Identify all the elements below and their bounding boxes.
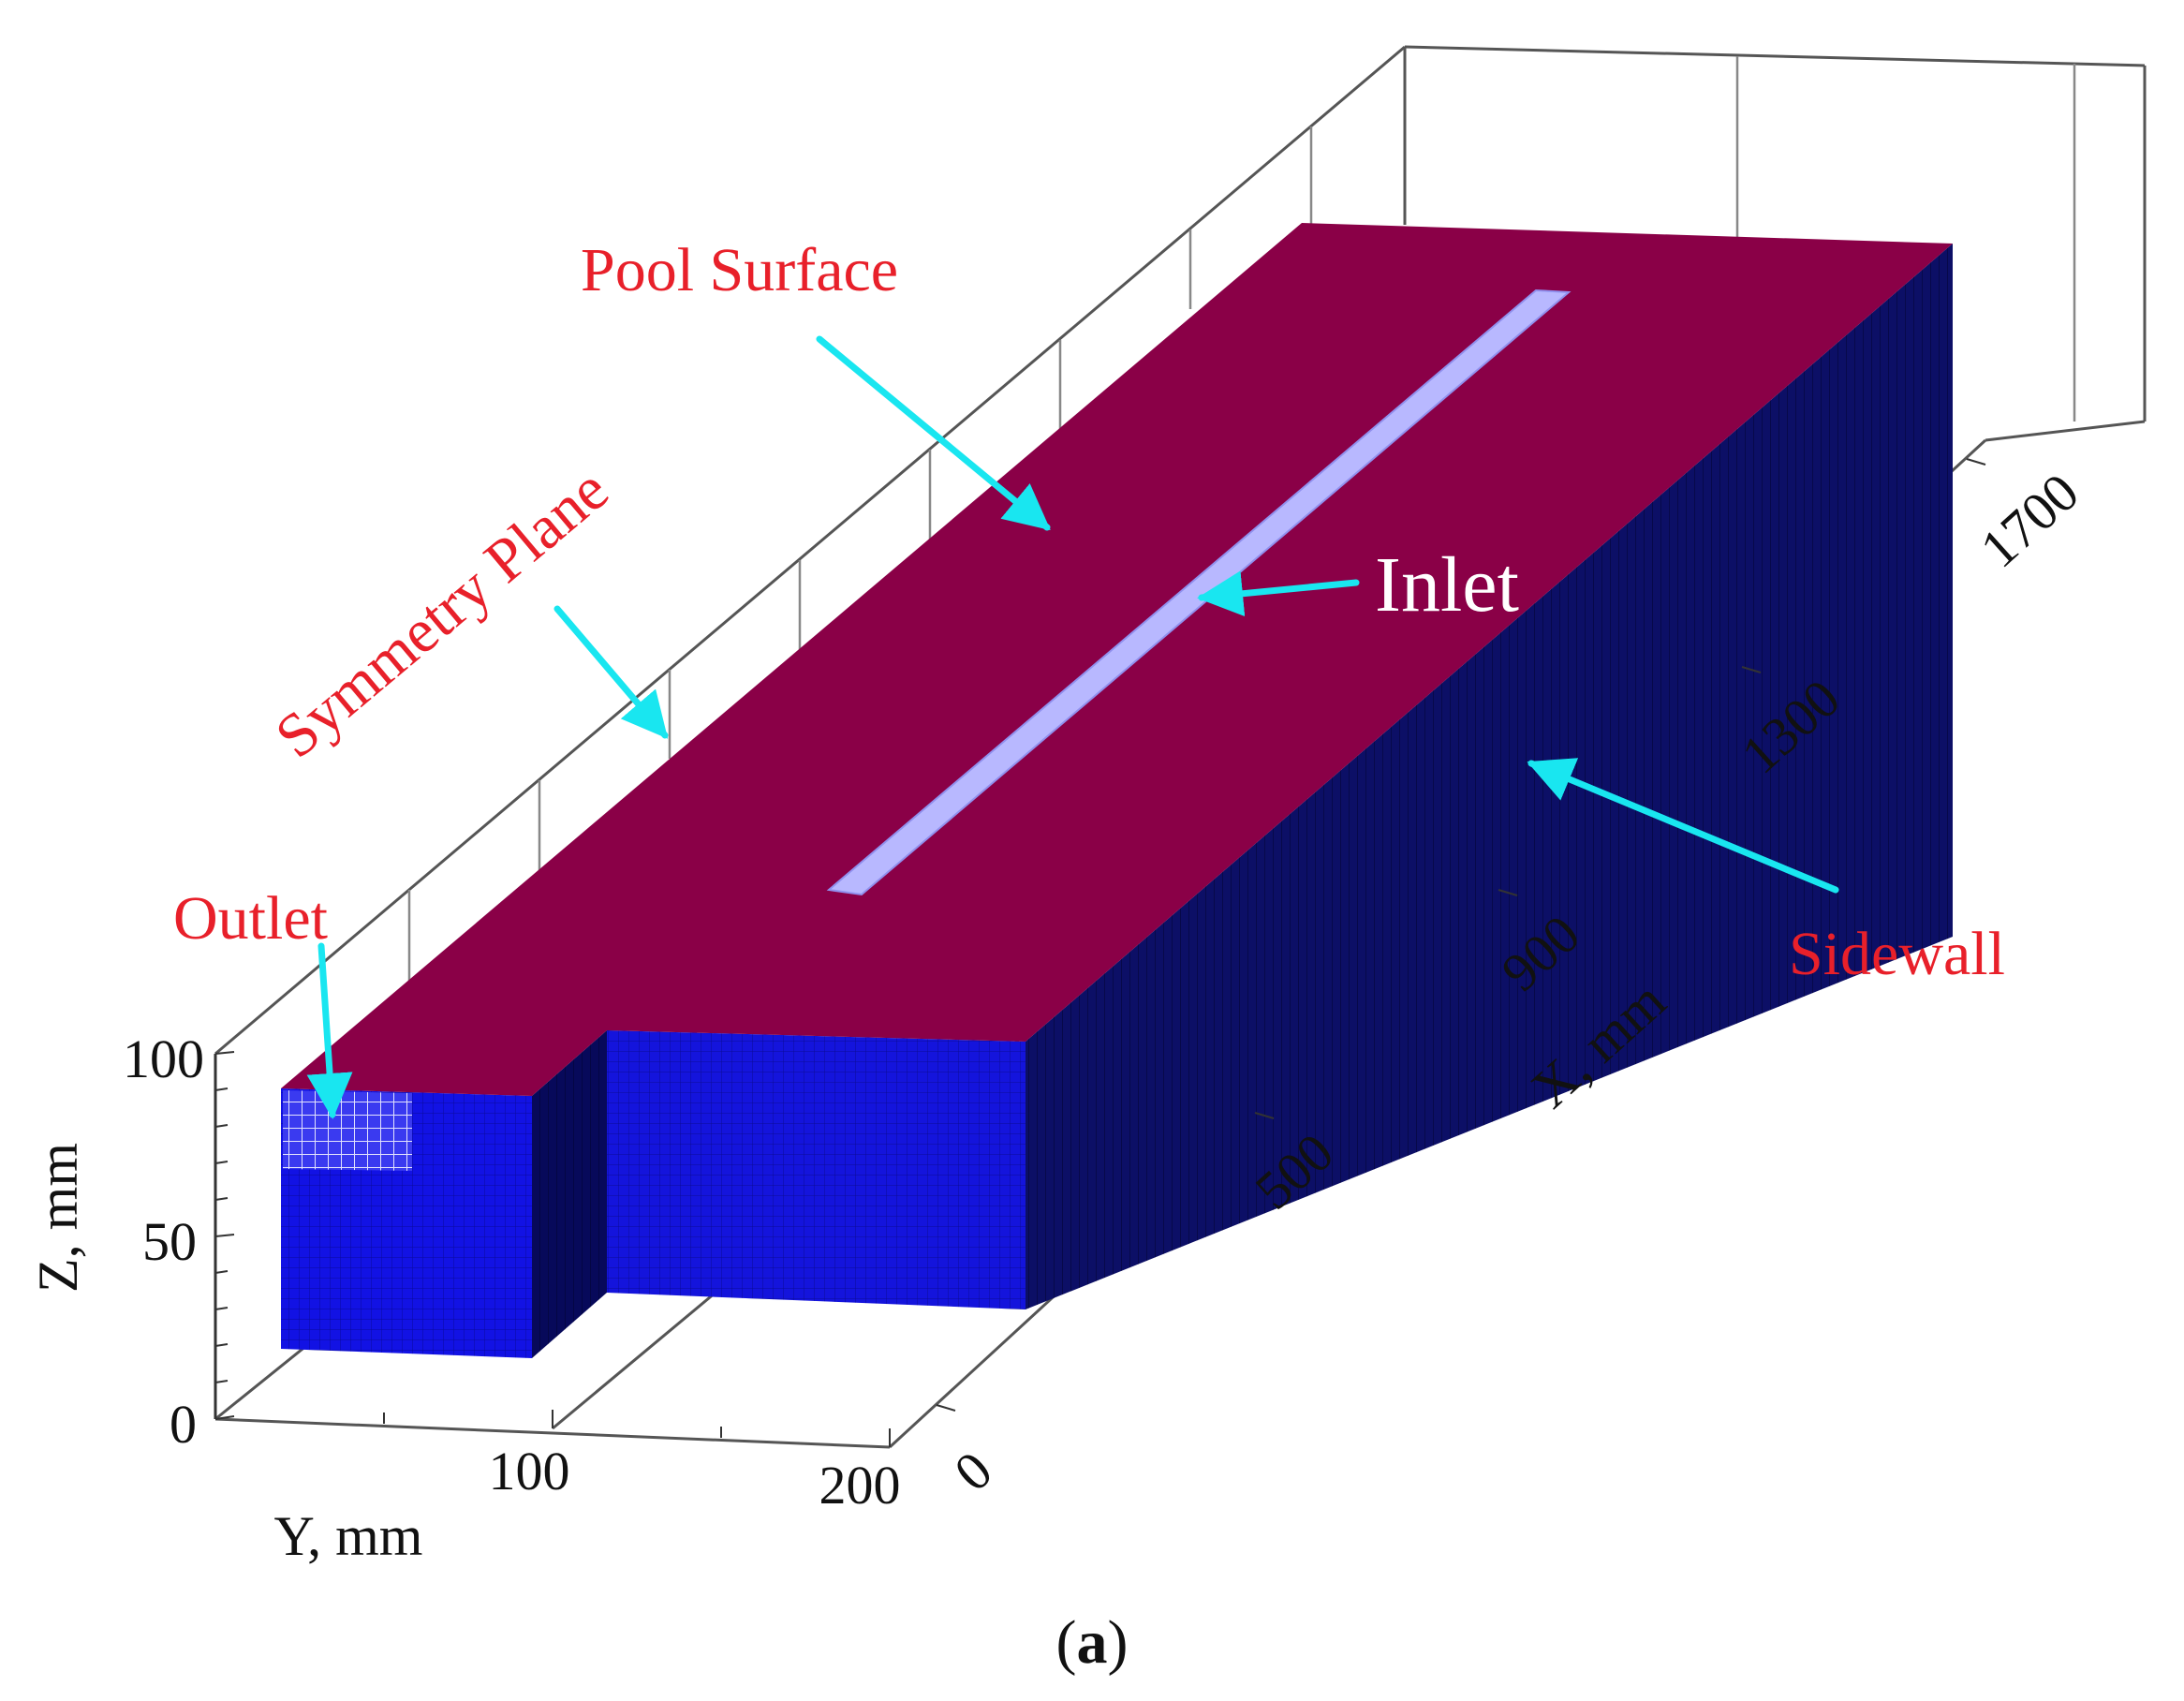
x-axis-ticks — [936, 458, 1986, 1412]
y-tick-label: 200 — [819, 1455, 901, 1516]
notch-step-mesh — [532, 1030, 607, 1358]
label-sidewall: Sidewall — [1789, 920, 2005, 988]
arrow-inlet — [1197, 570, 1360, 617]
caption-letter: a — [1077, 1608, 1108, 1677]
y-axis-ticks — [383, 1410, 891, 1447]
figure-caption: (a) — [1056, 1608, 1129, 1677]
x-tick-label: 0 — [942, 1440, 1003, 1503]
z-tick-mark — [214, 1124, 229, 1128]
z-axis: 0 50 100 Z, mm — [27, 1028, 235, 1455]
z-axis-title: Z, mm — [27, 1143, 89, 1293]
arrow-symmetry-plane — [553, 605, 669, 739]
sidewall-mesh — [1026, 244, 1953, 1309]
z-tick-mark — [214, 1307, 229, 1310]
z-tick-mark — [214, 1087, 229, 1091]
arrow-outlet — [306, 942, 353, 1119]
outlet-patch-mesh — [283, 1090, 412, 1171]
box-edge-left-top — [214, 45, 1406, 1056]
y-axis: 100 200 Y, mm — [274, 1410, 901, 1567]
label-symmetry-plane: Symmetry Plane — [263, 455, 622, 772]
z-tick-label: 100 — [123, 1028, 204, 1089]
label-pool-surface: Pool Surface — [581, 236, 898, 304]
y-tick-label: 100 — [489, 1441, 570, 1501]
label-inlet: Inlet — [1375, 541, 1519, 629]
x-tick-mark — [1254, 1112, 1275, 1119]
z-tick-label: 50 — [142, 1211, 197, 1272]
caption-close-paren: ) — [1108, 1608, 1129, 1677]
domain-solid — [281, 223, 1953, 1358]
annotation-arrows — [306, 335, 1839, 1119]
z-tick-mark — [214, 1234, 235, 1237]
z-tick-label: 0 — [170, 1394, 197, 1455]
z-tick-mark — [214, 1161, 229, 1164]
y-axis-title: Y, mm — [274, 1505, 423, 1567]
z-tick-mark — [214, 1270, 229, 1274]
x-tick-mark — [1498, 889, 1518, 896]
back-wall-gridlines — [407, 56, 2076, 984]
z-tick-mark — [214, 1343, 229, 1347]
label-outlet: Outlet — [173, 884, 328, 953]
caption-open-paren: ( — [1056, 1608, 1077, 1677]
box-edge-back-floor — [1985, 420, 2146, 442]
z-tick-mark — [214, 1197, 229, 1201]
box-edge-front-bottom — [214, 1417, 891, 1449]
arrow-sidewall — [1527, 758, 1839, 894]
x-tick-mark — [936, 1404, 956, 1412]
front-face-right-mesh — [607, 1030, 1026, 1309]
arrow-pool-surface — [816, 335, 1051, 531]
z-axis-minor-ticks — [214, 1051, 235, 1420]
x-tick-label: 1700 — [1969, 462, 2090, 580]
x-tick-mark — [1741, 666, 1762, 673]
z-tick-mark — [214, 1051, 235, 1055]
z-tick-mark — [214, 1415, 235, 1420]
z-tick-mark — [214, 1380, 229, 1383]
box-edge-back-top — [1404, 45, 2146, 67]
x-tick-mark — [1966, 458, 1986, 466]
